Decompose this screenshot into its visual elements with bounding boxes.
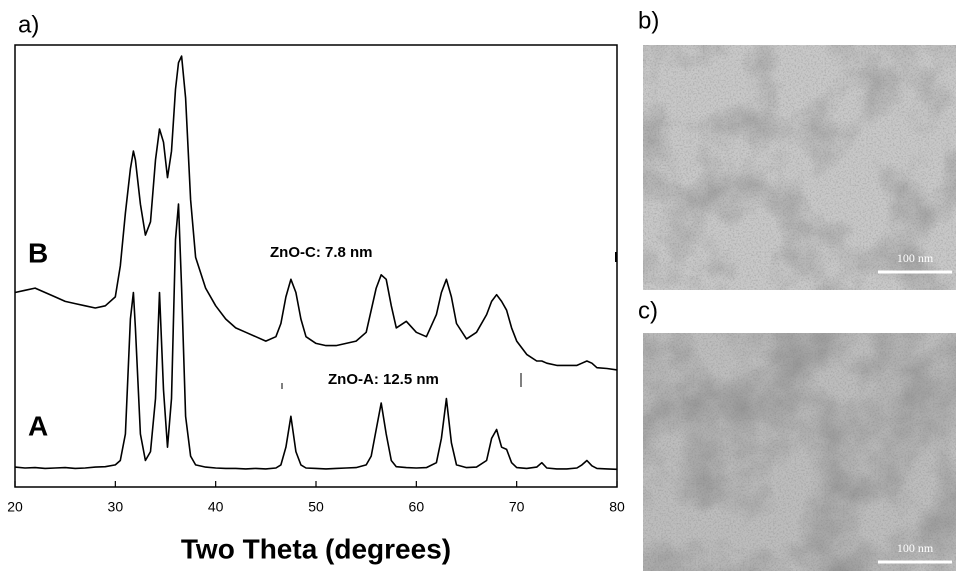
xrd-pattern <box>14 55 618 371</box>
x-tick-label: 80 <box>609 499 625 515</box>
x-axis-title: Two Theta (degrees) <box>181 533 451 564</box>
annotation: ZnO-A: 12.5 nm <box>328 371 439 388</box>
series-label: A <box>28 410 48 441</box>
x-tick-label: 40 <box>208 499 224 515</box>
xrd-pattern <box>14 203 618 471</box>
plot-frame <box>14 44 618 488</box>
x-tick-label: 20 <box>7 499 23 515</box>
x-tick-label: 50 <box>308 499 324 515</box>
tem-image <box>643 333 956 571</box>
x-tick-label: 30 <box>108 499 124 515</box>
annotation: ZnO-C: 7.8 nm <box>270 244 373 261</box>
scale-bar-label: 100 nm <box>897 541 934 555</box>
scale-bar-label: 100 nm <box>897 251 934 265</box>
series-label: B <box>28 237 48 268</box>
panel-label: a) <box>18 11 39 38</box>
tem-image <box>643 45 956 290</box>
x-tick-label: 60 <box>409 499 425 515</box>
x-tick-label: 70 <box>509 499 525 515</box>
panel-label: c) <box>638 297 658 324</box>
panel-label: b) <box>638 7 659 34</box>
